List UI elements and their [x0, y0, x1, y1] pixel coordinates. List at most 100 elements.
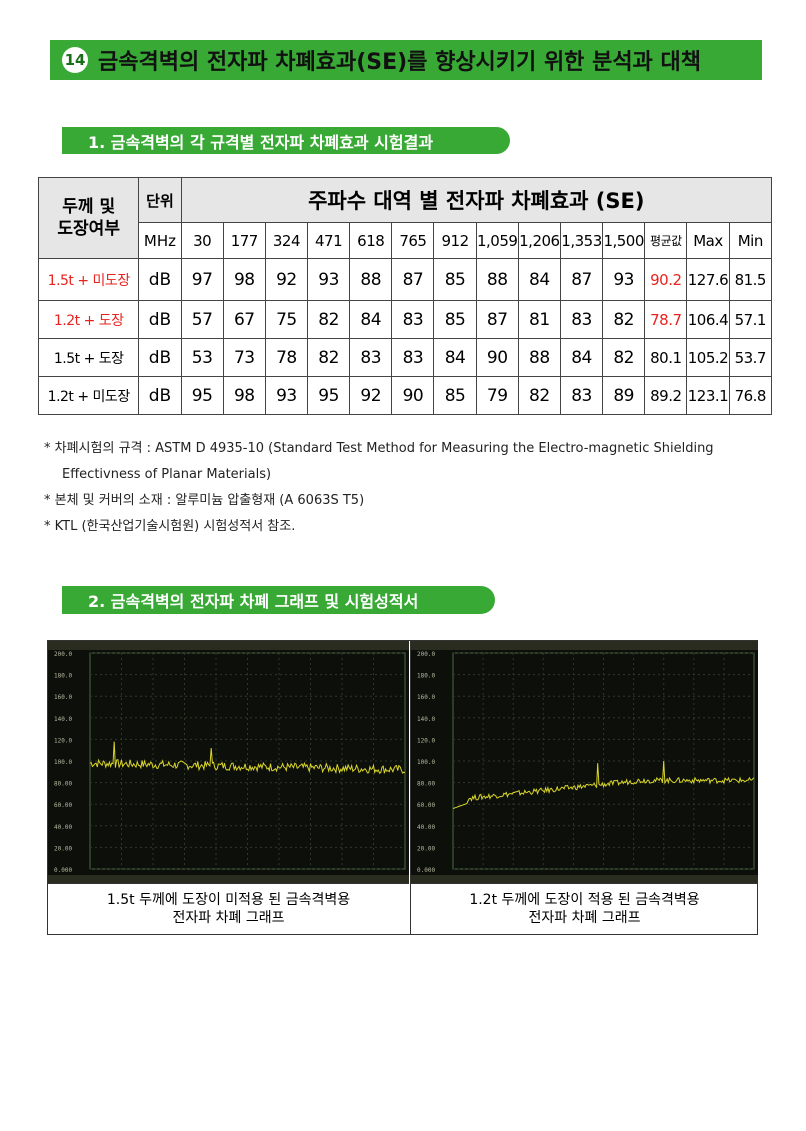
screen: 200.0 180.0 160.0 140.0 120.0 100.0 80.00 60.00… — [48, 641, 409, 883]
cell: 85 — [433, 300, 477, 339]
scale-label: 100.0 — [54, 759, 72, 766]
cell: 98 — [222, 258, 266, 301]
cell: 84 — [559, 338, 604, 377]
cell: 82 — [307, 300, 351, 339]
header-row: MHz 30 177 324 471 618 765 912 1,059 1,206 1,353 1,… — [39, 222, 773, 259]
cell: 89.2 — [644, 376, 688, 415]
data-row: 1.5t + 도장 dB 53 73 78 82 83 83 84 90 88 84 82 80.1 105… — [37, 338, 773, 377]
cell: 93 — [307, 258, 351, 301]
row-unit: dB — [138, 258, 182, 301]
scale-label: 140.0 — [54, 716, 72, 723]
caption-line: 전자파 차폐 그래프 — [172, 910, 285, 926]
column-header: 618 — [349, 222, 393, 259]
cell: 83 — [559, 300, 604, 339]
column-header: 1,059 — [475, 222, 519, 259]
cell: 67 — [222, 300, 266, 339]
cell: 93 — [264, 376, 309, 415]
cell: 84 — [433, 338, 477, 377]
note: * KTL (한국산업기술시험원) 시험성적서 참조. — [44, 519, 296, 534]
cell: 78 — [264, 338, 309, 377]
caption-divider — [411, 883, 758, 884]
cell: 98 — [222, 376, 266, 415]
cell: 84 — [517, 258, 561, 301]
scale-label: 20.00 — [54, 845, 72, 852]
cell: 80.1 — [644, 338, 688, 377]
cell: 105.2 — [686, 338, 730, 377]
row-unit: dB — [138, 300, 182, 339]
cell: 57.1 — [728, 300, 773, 339]
header-title: 금속격벽의 전자파 차폐효과(SE)를 향상시키기 위한 분석과 대책 — [98, 50, 701, 75]
header-row: 두께 및 도장여부 단위 주파수 대역 별 전자파 차폐효과 (SE) — [37, 177, 773, 259]
section-title: 1. 금속격벽의 각 규격별 전자파 차폐효과 시험결과 — [62, 127, 510, 154]
scale-label: 80.00 — [54, 781, 72, 788]
scale-label: 180.0 — [54, 673, 72, 680]
cell: 82 — [602, 300, 646, 339]
scale-label: 120.0 — [54, 737, 72, 744]
group-header: 주파수 대역 별 전자파 차폐효과 (SE) — [180, 177, 773, 223]
row-unit: dB — [138, 338, 182, 377]
cell: 73 — [222, 338, 266, 377]
scale-label: 0.000 — [417, 867, 435, 874]
scale-label: 200.0 — [54, 651, 72, 658]
column-header: 177 — [222, 222, 266, 259]
note: * 차폐시험의 규격 : ASTM D 4935-10 (Standard Te… — [44, 441, 714, 482]
cell: 82 — [517, 376, 561, 415]
column-header: 1,500 — [602, 222, 646, 259]
scale-label: 60.00 — [417, 802, 435, 809]
scale-label: 60.00 — [54, 802, 72, 809]
scale-label: 160.0 — [417, 694, 435, 701]
row-label: 1.5t + 미도장 — [37, 258, 140, 301]
column-header: 1,206 — [517, 222, 561, 259]
graph-box: 200.0 180.0 160.0 140.0 120.0 100.0 80.00 60.00… — [47, 640, 758, 935]
unit-header: 단위 — [138, 177, 182, 223]
cell: 87 — [475, 300, 519, 339]
screen-footer — [411, 875, 758, 883]
cell: 79 — [475, 376, 519, 415]
cell: 87 — [559, 258, 604, 301]
cell: 93 — [602, 258, 646, 301]
cell: 53.7 — [728, 338, 773, 377]
screen-footer — [48, 875, 409, 883]
graph-caption: 1.5t 두께에 도장이 미적용 된 금속격벽용 전자파 차폐 그래프 — [48, 883, 409, 927]
trace — [89, 741, 406, 775]
graph-panel: 200.0 180.0 160.0 140.0 120.0 100.0 80.00 60.00… — [410, 641, 758, 934]
cell: 88 — [517, 338, 561, 377]
column-header: 324 — [264, 222, 309, 259]
screen-header — [48, 641, 409, 650]
scale-label: 0.000 — [54, 867, 72, 874]
cell: 87 — [391, 258, 435, 301]
cell: 78.7 — [644, 300, 688, 339]
cell: 97 — [180, 258, 224, 301]
cell: 127.6 — [686, 258, 730, 301]
scale-label: 180.0 — [417, 673, 435, 680]
notes: * 차폐시험의 규격 : ASTM D 4935-10 (Standard Te… — [44, 436, 770, 540]
cell: 90 — [475, 338, 519, 377]
screen: 200.0 180.0 160.0 140.0 120.0 100.0 80.00 60.00… — [411, 641, 758, 883]
column-header: 765 — [391, 222, 435, 259]
column-header: 1,353 — [559, 222, 604, 259]
cell: 81.5 — [728, 258, 773, 301]
data-row: 1.2t + 미도장 dB 95 98 93 95 92 90 85 79 82 83 89 89.2 12… — [37, 376, 773, 415]
graph-caption: 1.2t 두께에 도장이 적용 된 금속격벽용 전자파 차폐 그래프 — [411, 883, 758, 927]
trace — [452, 760, 755, 809]
screen-header — [411, 641, 758, 650]
cell: 106.4 — [686, 300, 730, 339]
unit-sub: MHz — [138, 222, 182, 259]
column-header: 912 — [433, 222, 477, 259]
cell: 85 — [433, 258, 477, 301]
results-table: 두께 및 도장여부 단위 주파수 대역 별 전자파 차폐효과 (SE) MHz 30 177… — [37, 177, 773, 415]
cell: 82 — [307, 338, 351, 377]
cell: 84 — [349, 300, 393, 339]
cell: 83 — [559, 376, 604, 415]
data-row: 1.5t + 미도장 dB 97 98 92 93 88 87 85 88 84 87 93 90.2 12… — [37, 258, 773, 301]
cell: 92 — [264, 258, 309, 301]
cell: 85 — [433, 376, 477, 415]
header-badge: 14 — [62, 47, 88, 73]
column-header: Min — [728, 222, 773, 259]
cell: 95 — [180, 376, 224, 415]
cell: 88 — [475, 258, 519, 301]
scale-label: 140.0 — [417, 716, 435, 723]
graph-panel: 200.0 180.0 160.0 140.0 120.0 100.0 80.00 60.00… — [48, 641, 409, 934]
section-title: 2. 금속격벽의 전자파 차폐 그래프 및 시험성적서 — [62, 586, 495, 614]
cell: 75 — [264, 300, 309, 339]
